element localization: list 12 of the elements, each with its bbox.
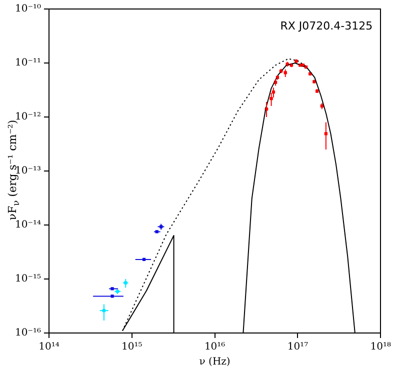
y-tick-label: 10⁻¹⁴ (14, 220, 41, 231)
y-tick-label: 10⁻¹⁶ (14, 328, 41, 339)
x-tick-label: 10¹⁴ (38, 342, 60, 353)
y-tick-label: 10⁻¹¹ (14, 58, 41, 69)
x-tick-label: 10¹⁸ (370, 342, 392, 353)
annotation: RX J0720.4-3125 (280, 19, 373, 32)
x-tick-label: 10¹⁵ (122, 342, 142, 353)
y-tick-label: 10⁻¹⁰ (14, 4, 41, 15)
y-tick-label: 10⁻¹⁵ (14, 274, 41, 285)
x-tick-label: 10¹⁷ (287, 342, 308, 353)
x-tick-label: 10¹⁶ (204, 342, 226, 353)
x-axis-title: ν (Hz) (199, 356, 230, 368)
